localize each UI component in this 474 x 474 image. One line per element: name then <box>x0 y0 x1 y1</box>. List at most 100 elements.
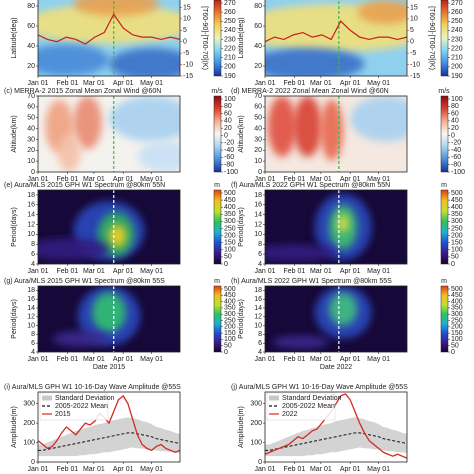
x-tick-label: Jan 01 <box>27 466 48 473</box>
colorbar-tick-label: 50 <box>224 343 232 350</box>
panel: 190 200 210 220 230 240 250 260 270 20 40 60 80 Jan 0… <box>238 0 463 87</box>
x-tick-label: May 01 <box>140 268 163 275</box>
legend-label: 2005-2022 Mean <box>282 403 335 410</box>
field-blob <box>337 214 349 233</box>
y-axis-label: Period(days) <box>238 207 245 247</box>
panel: 050100150200250300350400450500m468101214… <box>231 182 463 275</box>
y-tick-label: 8 <box>258 241 262 248</box>
plot-frame <box>264 95 408 173</box>
plot-area <box>265 96 407 172</box>
y-tick-label: 80 <box>254 3 262 10</box>
plot-frame <box>264 391 408 463</box>
colorbar-tick-label: 150 <box>451 330 463 337</box>
colorbar-tick-label: -80 <box>451 162 461 169</box>
mean-line <box>38 432 180 451</box>
colorbar-tick-label: 250 <box>451 18 463 25</box>
panel: 050100150200250300350400450500m468101214… <box>231 278 463 371</box>
y-tick-label: 60 <box>254 23 262 30</box>
x-tick-label: Mar 01 <box>83 356 105 363</box>
y-tick-label: 100 <box>23 439 35 446</box>
y-tick-label: 300 <box>23 401 35 408</box>
y-tick-label: 70 <box>254 93 262 100</box>
field-blob <box>91 292 127 333</box>
y2-tick-label: -10 <box>410 61 420 68</box>
panel-title: (e) Aura/MLS 2015 GPH W1 Spectrum @80km … <box>4 182 165 189</box>
colorbar-tick-label: 270 <box>451 0 463 7</box>
y2-tick-label: 5 <box>410 27 414 34</box>
colorbar-tick-label: 260 <box>451 9 463 16</box>
x-tick-label: May 01 <box>140 356 163 363</box>
colorbar-tick-label: 350 <box>451 211 463 218</box>
y-tick-label: 12 <box>254 221 262 228</box>
colorbar-tick-label: 200 <box>451 324 463 331</box>
x-tick-label: May 01 <box>367 356 390 363</box>
y2-tick-label: 10 <box>410 16 418 23</box>
colorbar-tick-label: 20 <box>451 125 459 132</box>
colorbar-tick-label: 100 <box>451 336 463 343</box>
x-tick-label: Apr 01 <box>113 80 134 87</box>
plot-frame <box>264 189 408 265</box>
field-blob <box>137 141 180 172</box>
colorbar-tick-label: 200 <box>224 64 236 71</box>
x-tick-label: Apr 01 <box>340 80 361 87</box>
y-tick-label: 200 <box>23 420 35 427</box>
y-axis-label: Amplitude(m) <box>238 406 245 448</box>
colorbar-tick-label: 0 <box>451 132 455 139</box>
colorbar-unit: m <box>441 278 447 285</box>
x-tick-label: May 01 <box>140 176 163 183</box>
colorbar <box>213 95 222 173</box>
y2-tick-label: -15 <box>183 73 193 80</box>
colorbar <box>440 285 449 353</box>
x-tick-label: Jan 01 <box>254 80 275 87</box>
colorbar-unit: m <box>441 182 447 189</box>
colorbar-tick-label: 400 <box>451 204 463 211</box>
colorbar-tick-label: 20 <box>224 125 232 132</box>
y-tick-label: 16 <box>27 202 35 209</box>
plot-frame <box>264 0 408 77</box>
colorbar-tick-label: 150 <box>224 240 236 247</box>
colorbar-tick-label: 250 <box>451 317 463 324</box>
y-tick-label: 0 <box>258 459 262 466</box>
colorbar-tick-label: 400 <box>224 298 236 305</box>
colorbar-tick-label: 220 <box>451 45 463 52</box>
panel-title: (f) Aura/MLS 2022 GPH W1 Spectrum @80km … <box>231 182 390 189</box>
x-tick-label: Apr 01 <box>340 466 361 473</box>
colorbar-tick-label: -100 <box>451 169 465 176</box>
colorbar-tick-label: 500 <box>451 190 463 197</box>
colorbar-tick-label: 300 <box>224 218 236 225</box>
y-tick-label: 40 <box>27 125 35 132</box>
colorbar <box>213 0 222 77</box>
colorbar-tick-label: 240 <box>224 27 236 34</box>
field-blob <box>265 244 336 262</box>
y-tick-label: 12 <box>254 314 262 321</box>
colorbar-tick-label: -60 <box>224 154 234 161</box>
x-tick-label: Apr 01 <box>340 356 361 363</box>
y-tick-label: 60 <box>27 104 35 111</box>
colorbar-tick-label: 400 <box>224 204 236 211</box>
colorbar-tick-label: 270 <box>224 0 236 7</box>
x-tick-label: May 01 <box>367 466 390 473</box>
x-tick-label: May 01 <box>140 80 163 87</box>
y2-tick-label: 10 <box>183 16 191 23</box>
x-axis-label: Date 2015 <box>93 364 125 371</box>
field-blob <box>350 96 407 142</box>
plot-frame <box>37 189 181 265</box>
x-tick-label: Apr 01 <box>113 268 134 275</box>
y-tick-label: 18 <box>254 192 262 199</box>
plot-area <box>38 190 180 264</box>
x-tick-label: May 01 <box>367 176 390 183</box>
y-axis-label: Latitude(deg) <box>11 17 18 58</box>
y-tick-label: 30 <box>254 136 262 143</box>
x-tick-label: Mar 01 <box>310 80 332 87</box>
y2-tick-label: 5 <box>183 27 187 34</box>
field-blob <box>109 48 180 76</box>
colorbar-tick-label: 350 <box>451 305 463 312</box>
y-tick-label: 4 <box>258 261 262 268</box>
colorbar-tick-label: 0 <box>451 261 455 268</box>
colorbar-tick-label: 0 <box>224 349 228 356</box>
colorbar-tick-label: 210 <box>224 55 236 62</box>
x-tick-label: Mar 01 <box>83 80 105 87</box>
y-tick-label: 16 <box>254 202 262 209</box>
